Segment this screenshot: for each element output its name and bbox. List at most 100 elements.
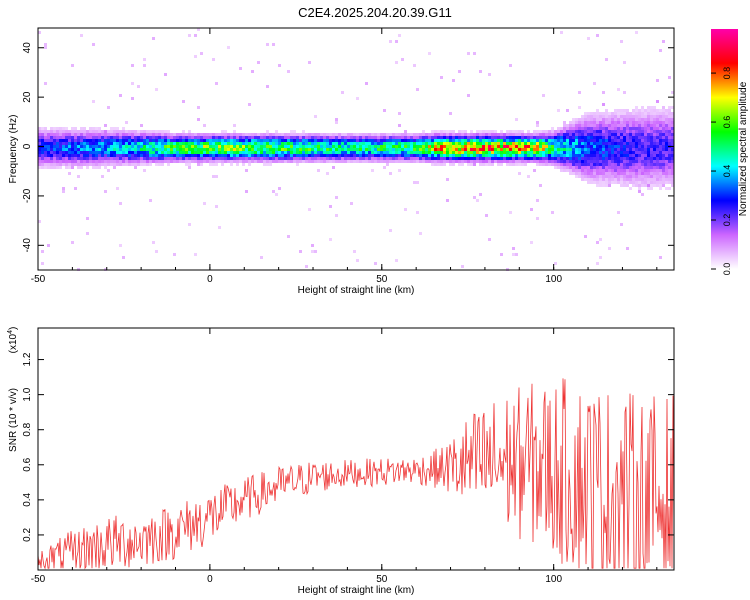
heatmap-cell [638, 124, 641, 127]
heatmap-cell [596, 136, 599, 139]
heatmap-cell [596, 124, 599, 127]
y-tick-label: 1.2 [22, 352, 33, 366]
heatmap-cell [452, 157, 455, 160]
heatmap-cell [281, 142, 284, 145]
heatmap-cell [575, 157, 578, 160]
heatmap-cell [251, 142, 254, 145]
heatmap-cell [371, 160, 374, 163]
heatmap-cell [227, 142, 230, 145]
heatmap-cell [344, 157, 347, 160]
heatmap-cell [110, 133, 113, 136]
heatmap-cell [605, 145, 608, 148]
heatmap-cell [416, 160, 419, 163]
heatmap-cell [650, 145, 653, 148]
heatmap-cell [170, 151, 173, 154]
heatmap-cell [590, 124, 593, 127]
heatmap-cell [365, 142, 368, 145]
heatmap-cell [425, 148, 428, 151]
heatmap-cell [548, 151, 551, 154]
heatmap-cell [524, 160, 527, 163]
heatmap-cell [452, 130, 455, 133]
heatmap-cell [125, 157, 128, 160]
heatmap-cell [446, 151, 449, 154]
heatmap-cell [500, 157, 503, 160]
heatmap-cell [551, 139, 554, 142]
heatmap-cell [107, 142, 110, 145]
heatmap-cell [602, 112, 605, 115]
heatmap-cell [308, 154, 311, 157]
heatmap-cell [323, 142, 326, 145]
heatmap-cell [305, 145, 308, 148]
heatmap-cell [614, 124, 617, 127]
heatmap-cell [623, 91, 626, 94]
heatmap-cell [602, 172, 605, 175]
heatmap-cell [668, 124, 671, 127]
heatmap-cell [389, 40, 392, 43]
heatmap-cell [419, 133, 422, 136]
heatmap-cell [527, 160, 530, 163]
heatmap-cell [587, 172, 590, 175]
heatmap-cell [137, 133, 140, 136]
heatmap-cell [68, 151, 71, 154]
heatmap-cell [122, 256, 125, 259]
heatmap-cell [260, 151, 263, 154]
heatmap-cell [332, 160, 335, 163]
heatmap-cell [557, 136, 560, 139]
heatmap-cell [332, 145, 335, 148]
heatmap-cell [626, 172, 629, 175]
heatmap-cell [107, 139, 110, 142]
heatmap-cell [344, 160, 347, 163]
heatmap-cell [569, 121, 572, 124]
heatmap-cell [557, 154, 560, 157]
heatmap-cell [434, 136, 437, 139]
heatmap-cell [587, 148, 590, 151]
heatmap-cell [206, 151, 209, 154]
heatmap-cell [458, 70, 461, 73]
heatmap-cell [551, 160, 554, 163]
heatmap-cell [197, 160, 200, 163]
heatmap-cell [197, 106, 200, 109]
heatmap-cell [179, 160, 182, 163]
heatmap-cell [599, 127, 602, 130]
heatmap-cell [128, 154, 131, 157]
heatmap-cell [239, 151, 242, 154]
heatmap-cell [89, 127, 92, 130]
snr-y-multiplier-exp: 4 [7, 330, 14, 334]
heatmap-cell [272, 154, 275, 157]
snr-y-multiplier-close: ) [8, 327, 19, 330]
heatmap-cell [521, 160, 524, 163]
heatmap-cell [260, 133, 263, 136]
heatmap-cell [425, 157, 428, 160]
heatmap-cell [515, 157, 518, 160]
heatmap-cell [218, 142, 221, 145]
heatmap-cell [368, 148, 371, 151]
heatmap-cell [593, 136, 596, 139]
heatmap-cell [359, 157, 362, 160]
heatmap-cell [410, 139, 413, 142]
heatmap-cell [173, 157, 176, 160]
heatmap-cell [530, 139, 533, 142]
heatmap-cell [134, 166, 137, 169]
heatmap-cell [125, 145, 128, 148]
heatmap-cell [611, 151, 614, 154]
heatmap-cell [116, 160, 119, 163]
heatmap-cell [152, 139, 155, 142]
heatmap-cell [614, 109, 617, 112]
heatmap-cell [518, 139, 521, 142]
heatmap-cell [629, 130, 632, 133]
heatmap-cell [611, 169, 614, 172]
heatmap-cell [470, 136, 473, 139]
heatmap-cell [623, 175, 626, 178]
heatmap-cell [629, 151, 632, 154]
heatmap-cell [194, 154, 197, 157]
heatmap-cell [470, 139, 473, 142]
heatmap-cell [605, 178, 608, 181]
heatmap-cell [638, 145, 641, 148]
heatmap-cell [44, 136, 47, 139]
heatmap-cell [395, 151, 398, 154]
heatmap-cell [464, 142, 467, 145]
heatmap-cell [578, 133, 581, 136]
heatmap-cell [353, 139, 356, 142]
heatmap-cell [665, 151, 668, 154]
heatmap-cell [179, 148, 182, 151]
